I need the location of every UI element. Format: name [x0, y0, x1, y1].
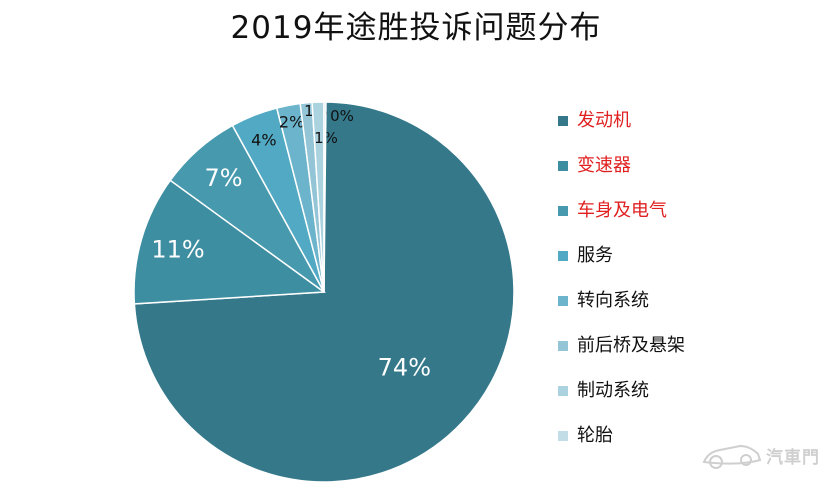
- legend-swatch: [558, 250, 568, 261]
- data-label-1: 74%: [378, 353, 431, 381]
- legend-swatch: [558, 295, 568, 306]
- data-label-3: 7%: [204, 164, 242, 192]
- legend-swatch: [558, 430, 568, 441]
- legend-label: 车身及电气: [577, 199, 667, 221]
- watermark: 汽車門: [700, 438, 820, 472]
- legend-item-4: 服务: [558, 233, 685, 278]
- watermark-text: 汽車門: [766, 447, 820, 468]
- legend-item-5: 转向系统: [558, 278, 685, 323]
- legend-label: 前后桥及悬架: [577, 334, 685, 356]
- legend-label: 轮胎: [577, 424, 613, 446]
- chart-legend: 发动机变速器车身及电气服务转向系统前后桥及悬架 制动系统轮胎: [558, 98, 685, 458]
- legend-swatch: [558, 385, 568, 396]
- legend-item-1: 发动机: [558, 98, 685, 143]
- data-label-5: 2%: [279, 113, 304, 132]
- legend-item-7: 制动系统: [558, 368, 685, 413]
- legend-label: 制动系统: [577, 379, 649, 401]
- car-logo-icon: [702, 444, 762, 469]
- legend-swatch: [558, 115, 568, 126]
- legend-item-6: 前后桥及悬架: [558, 323, 685, 368]
- legend-item-3: 车身及电气: [558, 188, 685, 233]
- chart-title: 2019年途胜投诉问题分布: [230, 10, 602, 46]
- legend-swatch: [558, 160, 568, 171]
- legend-label: 发动机: [577, 109, 631, 131]
- pie-slice-8: [323, 101, 327, 293]
- data-label-4: 4%: [251, 131, 276, 150]
- legend-label: 变速器: [577, 154, 631, 176]
- legend-label: 服务: [577, 244, 613, 266]
- legend-swatch: [558, 205, 568, 216]
- pie-slice-2: [133, 179, 327, 305]
- legend-label: 转向系统: [577, 289, 649, 311]
- data-label-2: 11%: [151, 236, 204, 264]
- legend-item-2: 变速器: [558, 143, 685, 188]
- data-label-8: 0%: [330, 107, 354, 125]
- legend-swatch: [558, 340, 568, 351]
- legend-item-8: 轮胎: [558, 413, 685, 458]
